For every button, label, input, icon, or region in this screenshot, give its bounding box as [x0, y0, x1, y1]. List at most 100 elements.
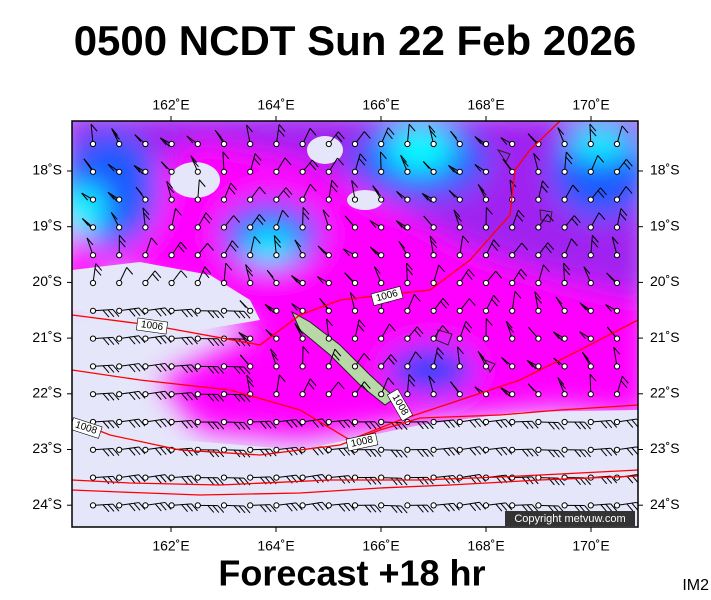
barb-feather [204, 266, 212, 275]
barb-feather [307, 382, 315, 390]
station [613, 252, 621, 259]
barb-feather [164, 474, 172, 482]
calm-area [170, 162, 220, 198]
barb-feather [159, 502, 167, 511]
barb-staff [222, 151, 225, 172]
barb-feather [474, 502, 481, 511]
barb-feather [259, 186, 266, 195]
station [142, 307, 149, 314]
barb-feather [253, 236, 261, 244]
barb-feather [372, 185, 380, 193]
barb-feather [474, 164, 482, 172]
barb-staff [589, 124, 592, 145]
barb-feather [363, 352, 371, 361]
barb-feather [343, 248, 350, 257]
barb-feather [450, 130, 457, 139]
barb-feather [166, 181, 174, 189]
lat-label: 24˚S [650, 496, 680, 512]
shade-blue [385, 345, 475, 395]
station [561, 140, 568, 148]
barb-feather [154, 336, 162, 345]
barb-staff [275, 374, 280, 395]
barb-feather [348, 503, 356, 511]
station [89, 474, 97, 481]
station [561, 196, 568, 203]
barb-feather [479, 187, 487, 196]
barb-feather [138, 363, 146, 371]
barb-staff [245, 264, 251, 284]
station [89, 140, 97, 148]
barb-staff [145, 307, 166, 312]
station [116, 140, 123, 148]
barb-feather [386, 131, 393, 140]
barb-feather [469, 475, 477, 484]
barb-feather [387, 377, 395, 386]
station [299, 363, 306, 370]
barb-feather [233, 394, 241, 402]
barb-feather [291, 303, 298, 311]
barb-feather [521, 449, 529, 457]
station [247, 363, 254, 370]
station [351, 224, 359, 231]
barb-staff [349, 292, 356, 311]
barb-feather [579, 302, 587, 311]
isobar-label-text: 1008 [350, 434, 374, 449]
barb-feather [138, 335, 146, 344]
barb-feather [159, 391, 167, 400]
station [299, 502, 306, 509]
station [220, 474, 228, 481]
barb-feather [563, 267, 571, 276]
barb-staff [534, 291, 539, 311]
lon-label: 168˚E [467, 97, 504, 113]
image-id: IM2 [682, 577, 709, 594]
station [273, 418, 280, 426]
barb-feather [465, 320, 473, 329]
barb-feather [154, 270, 162, 279]
barb-feather [164, 307, 172, 316]
station [378, 140, 385, 148]
barb-feather [390, 505, 398, 514]
station [220, 391, 228, 398]
station [168, 196, 175, 203]
barb-feather [553, 449, 560, 458]
barb-feather [518, 272, 526, 280]
copyright: Copyright metvuw.com [514, 513, 625, 525]
lat-label: 20˚S [650, 273, 680, 289]
station [430, 224, 437, 231]
barb-feather [225, 262, 233, 271]
barb-feather [565, 156, 573, 165]
barb-feather [191, 420, 198, 428]
barb-feather [406, 262, 413, 271]
barb-feather [309, 162, 317, 171]
barb-feather [107, 504, 115, 512]
barb-feather [326, 318, 333, 327]
station [247, 446, 254, 453]
barb-feather [453, 419, 460, 428]
station [351, 391, 359, 398]
barb-staff [145, 501, 166, 506]
barb-staff [223, 421, 245, 424]
barb-feather [621, 125, 629, 134]
footer: Forecast +18 hr [218, 553, 485, 594]
barb-feather [317, 447, 324, 455]
barb-feather [335, 134, 343, 143]
barb-feather [500, 447, 508, 456]
barb-feather [253, 157, 261, 166]
barb-feather [186, 392, 193, 401]
barb-feather [264, 504, 272, 513]
barb-feather [175, 208, 182, 216]
station [116, 252, 123, 259]
barb-feather [238, 366, 246, 375]
shade-cyan [245, 230, 295, 260]
station [535, 418, 542, 426]
station [273, 307, 280, 314]
barb-feather [217, 366, 225, 374]
barb-feather [258, 214, 266, 222]
station [116, 446, 123, 453]
barb-feather [243, 505, 251, 514]
barb-feather [107, 365, 115, 373]
barb-feather [589, 373, 597, 382]
barb-feather [448, 190, 456, 198]
barb-feather [597, 190, 605, 199]
